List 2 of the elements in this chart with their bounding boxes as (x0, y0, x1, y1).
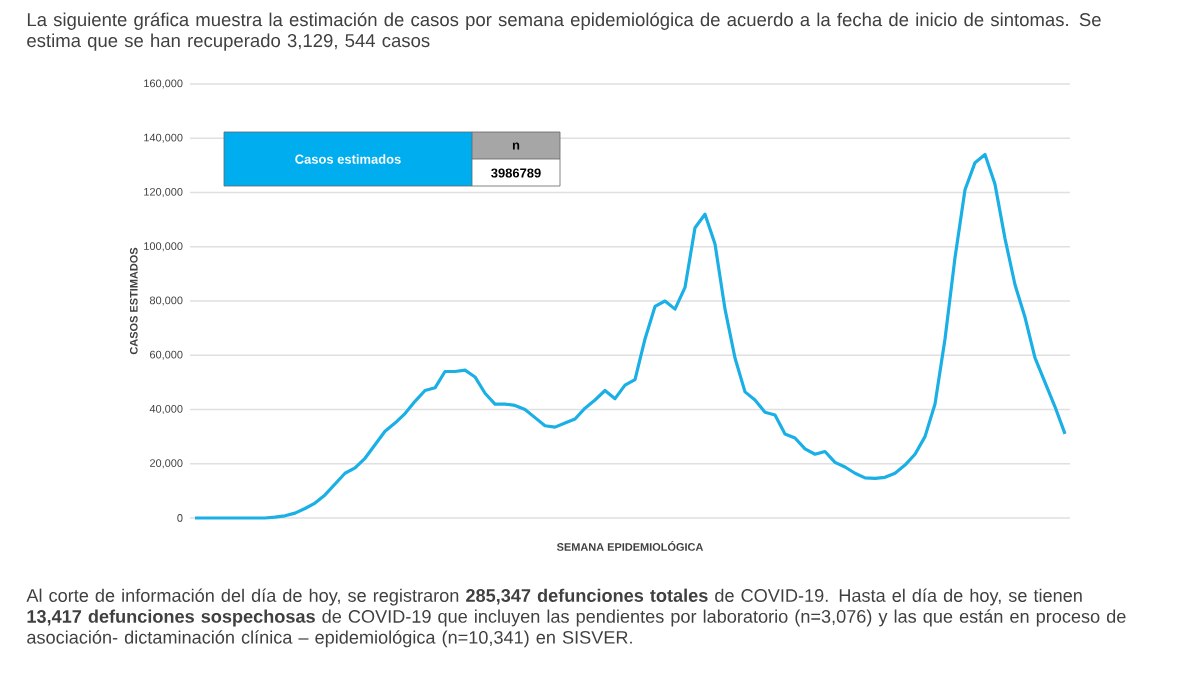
text: Al corte de información del día de hoy, se registraron 285,347 defunciones totales de COVID-19. Hasta el día de hoy, se tienen 13,417 defunciones sospechosas de COVID-19 que incluyen las pendientes por laboratorio (n=3,076) y las que están en proceso de asociación- dictaminación clínica – epidemiológica (n=10,341) en SISVER. (26, 588, 1126, 648)
chart-title: La siguiente gráfica muestra la estimación de casos por semana epidemiológica de acuerdo a la fecha de inicio de sintomas. Se estima que se han recuperado 3,129, 544 casos (27, 12, 1101, 51)
